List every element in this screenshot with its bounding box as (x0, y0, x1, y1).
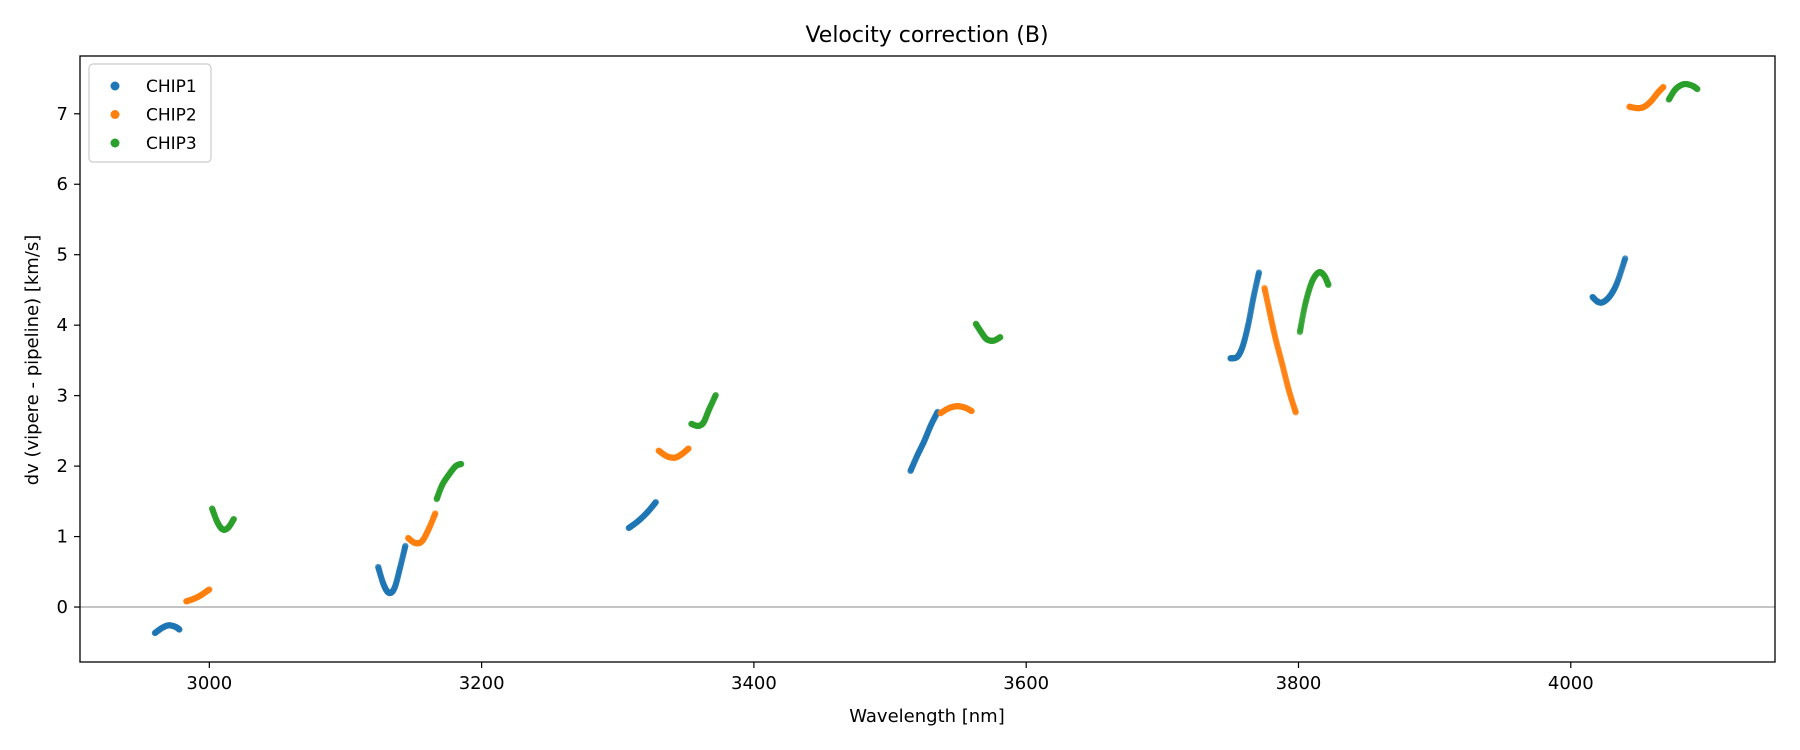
data-point-chip3-seg6-89 (1694, 86, 1701, 93)
data-point-chip2-seg3-89 (685, 445, 692, 452)
legend-label-chip1: CHIP1 (146, 77, 197, 97)
y-tick-label-5: 5 (57, 245, 68, 266)
x-axis-label: Wavelength [nm] (849, 706, 1005, 727)
data-point-chip2-seg6-111 (1660, 83, 1667, 91)
data-point-chip1-seg2-111 (402, 542, 409, 549)
chart-title: Velocity correction (B) (805, 23, 1048, 48)
x-tick-label-3200: 3200 (459, 673, 505, 694)
legend-box (88, 63, 212, 163)
y-tick-label-7: 7 (57, 104, 68, 125)
data-point-chip1-seg6-111 (1622, 255, 1629, 262)
legend-marker-chip1 (110, 81, 120, 91)
data-point-chip3-seg3-89 (712, 391, 719, 399)
data-point-chip3-seg4-89 (997, 334, 1004, 341)
y-axis-label: dv (vipere - pipeline) [km/s] (22, 235, 43, 486)
data-point-chip2-seg4-89 (968, 408, 975, 415)
x-tick-label-3400: 3400 (731, 673, 777, 694)
legend-marker-chip2 (110, 110, 120, 119)
data-point-chip2-seg1-67 (206, 586, 213, 593)
data-point-chip3-seg5-111 (1325, 281, 1332, 289)
y-tick-label-2: 2 (57, 456, 68, 477)
y-tick-label-3: 3 (57, 386, 68, 407)
data-point-chip3-seg2-89 (458, 460, 465, 468)
data-point-chip2-seg5-111 (1292, 409, 1299, 416)
x-tick-label-4000: 4000 (1548, 673, 1594, 694)
data-point-chip1-seg1-89 (176, 626, 183, 633)
y-tick-label-1: 1 (57, 527, 68, 548)
y-tick-label-0: 0 (57, 597, 68, 618)
data-point-chip1-seg5-111 (1255, 269, 1263, 276)
x-tick-label-3000: 3000 (186, 673, 232, 694)
legend-label-chip2: CHIP2 (146, 106, 197, 126)
x-tick-label-3800: 3800 (1276, 673, 1322, 694)
data-point-chip1-seg3-67 (652, 498, 659, 506)
series-chip2 (183, 83, 1667, 605)
legend-marker-chip3 (110, 138, 120, 148)
legend: CHIP1 CHIP2 CHIP3 (88, 63, 212, 163)
y-tick-label-6: 6 (57, 174, 68, 195)
plot-area: 3000 3200 3400 3600 3800 4000 0 1 2 3 4 5 6 7 (57, 55, 1776, 694)
data-point-chip2-seg2-89 (432, 510, 439, 517)
plot-frame (79, 55, 1776, 663)
y-tick-label-4: 4 (57, 315, 68, 336)
data-point-chip3-seg1-89 (230, 515, 237, 523)
legend-label-chip3: CHIP3 (146, 134, 197, 154)
series-chip1 (151, 255, 1629, 637)
series-chip3 (208, 80, 1701, 533)
x-tick-label-3600: 3600 (1003, 673, 1049, 694)
